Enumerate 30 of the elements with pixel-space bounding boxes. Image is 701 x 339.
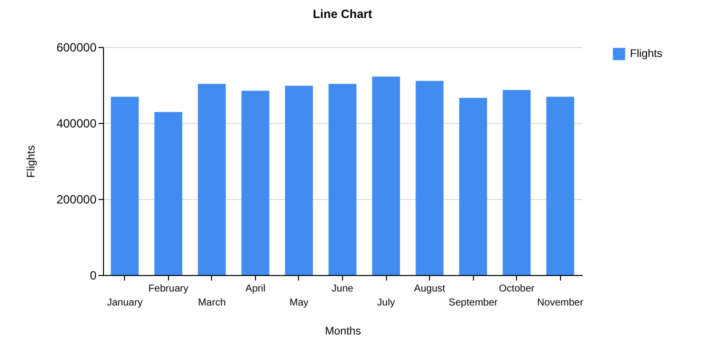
bar <box>502 90 531 275</box>
bar <box>285 86 313 275</box>
y-tick-label: 400000 <box>56 116 97 130</box>
legend-label: Flights <box>630 48 663 60</box>
x-tick-label: September <box>448 298 498 308</box>
bar <box>328 84 356 275</box>
bar <box>372 76 400 275</box>
bar <box>198 84 226 275</box>
x-tick-label: June <box>332 284 354 294</box>
x-tick-label: February <box>148 284 188 294</box>
chart-title: Line Chart <box>312 7 372 21</box>
x-tick-label: November <box>537 298 584 308</box>
bar <box>154 112 182 275</box>
bar <box>459 98 488 275</box>
x-tick-label: July <box>377 298 395 308</box>
y-tick-label: 0 <box>90 268 97 282</box>
bar <box>241 90 270 275</box>
bar <box>546 96 574 275</box>
x-tick-label: August <box>414 284 446 294</box>
x-axis-title: Months <box>324 326 362 338</box>
bar <box>416 80 444 275</box>
x-tick-label: April <box>245 284 266 294</box>
x-tick-label: October <box>498 284 536 294</box>
x-tick-label: May <box>290 298 308 308</box>
bar <box>110 96 139 275</box>
y-axis-title: Flights <box>25 144 38 178</box>
x-tick-label: March <box>198 298 226 308</box>
y-tick-label: 200000 <box>56 192 97 206</box>
y-tick-label: 600000 <box>56 40 97 54</box>
x-tick-label: January <box>106 298 143 308</box>
